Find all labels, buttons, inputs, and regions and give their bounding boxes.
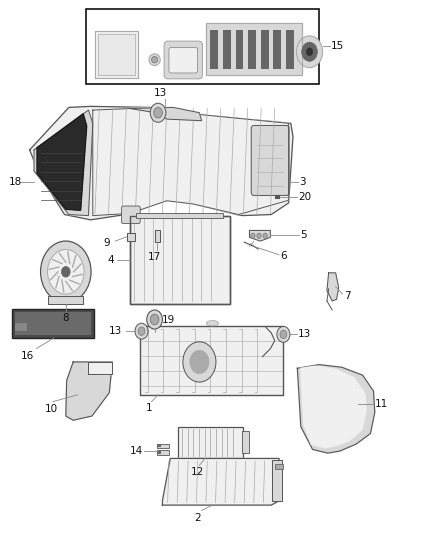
Circle shape [263,233,267,238]
Bar [130,216,230,304]
Circle shape [135,323,148,339]
Polygon shape [88,362,113,374]
Text: 13: 13 [109,326,122,336]
Circle shape [47,249,84,294]
Text: 15: 15 [331,42,345,52]
Text: 12: 12 [191,467,204,477]
Ellipse shape [152,56,158,63]
Text: 6: 6 [280,251,287,261]
Bar [157,444,161,447]
Bar [178,426,243,458]
FancyBboxPatch shape [251,125,289,196]
Text: 5: 5 [300,230,307,240]
Text: 2: 2 [194,513,201,522]
Circle shape [138,327,145,335]
Text: 7: 7 [344,290,350,301]
Bar [48,296,83,304]
Text: 4: 4 [108,255,115,265]
Text: 16: 16 [21,351,34,361]
Polygon shape [66,362,113,420]
Circle shape [190,350,209,374]
Text: 19: 19 [162,314,175,325]
Polygon shape [250,230,270,241]
Bar [155,230,160,242]
Ellipse shape [149,54,160,66]
Polygon shape [93,108,289,216]
Ellipse shape [206,320,219,326]
Bar [157,450,169,455]
Bar [130,216,230,304]
Polygon shape [162,458,279,505]
Bar [223,30,231,69]
Circle shape [150,314,159,325]
Bar [248,30,256,69]
Polygon shape [297,365,375,453]
Circle shape [154,108,162,118]
Bar [275,464,283,469]
Bar [286,30,294,69]
Circle shape [280,330,287,338]
Text: 10: 10 [45,405,58,414]
Bar [157,451,161,454]
Polygon shape [327,273,339,301]
Bar [136,214,223,217]
Circle shape [251,233,255,238]
Bar [127,232,135,241]
Bar [210,30,218,69]
Circle shape [61,266,70,277]
Bar [261,30,268,69]
Text: 3: 3 [300,176,306,187]
Circle shape [257,233,261,238]
Text: 8: 8 [63,313,69,323]
Circle shape [297,36,322,68]
Polygon shape [301,366,366,448]
Bar [12,309,94,338]
Polygon shape [95,30,138,78]
Circle shape [41,241,91,303]
Bar [157,443,169,448]
Circle shape [183,342,216,382]
Text: 14: 14 [130,446,143,456]
FancyBboxPatch shape [164,41,202,79]
Polygon shape [98,34,135,75]
Text: 17: 17 [148,252,161,262]
Bar [273,30,281,69]
Text: 11: 11 [375,399,388,409]
Polygon shape [130,108,201,120]
Text: 20: 20 [299,192,312,202]
Text: 18: 18 [9,176,22,187]
Bar [272,459,282,501]
Polygon shape [30,107,293,220]
Text: 13: 13 [298,329,311,340]
Circle shape [306,47,313,56]
Bar [86,10,319,84]
FancyBboxPatch shape [121,206,140,223]
FancyBboxPatch shape [169,47,198,73]
Polygon shape [206,22,302,75]
Bar [236,30,244,69]
Circle shape [147,310,162,329]
Circle shape [150,103,166,122]
Circle shape [302,42,318,61]
Text: 9: 9 [104,238,110,248]
Text: 13: 13 [154,88,167,98]
Polygon shape [34,110,93,216]
Bar [15,312,91,335]
Bar [242,431,249,453]
Text: 1: 1 [146,403,153,413]
Polygon shape [37,114,87,211]
Bar [140,326,283,395]
Circle shape [277,326,290,342]
Bar [15,322,26,330]
